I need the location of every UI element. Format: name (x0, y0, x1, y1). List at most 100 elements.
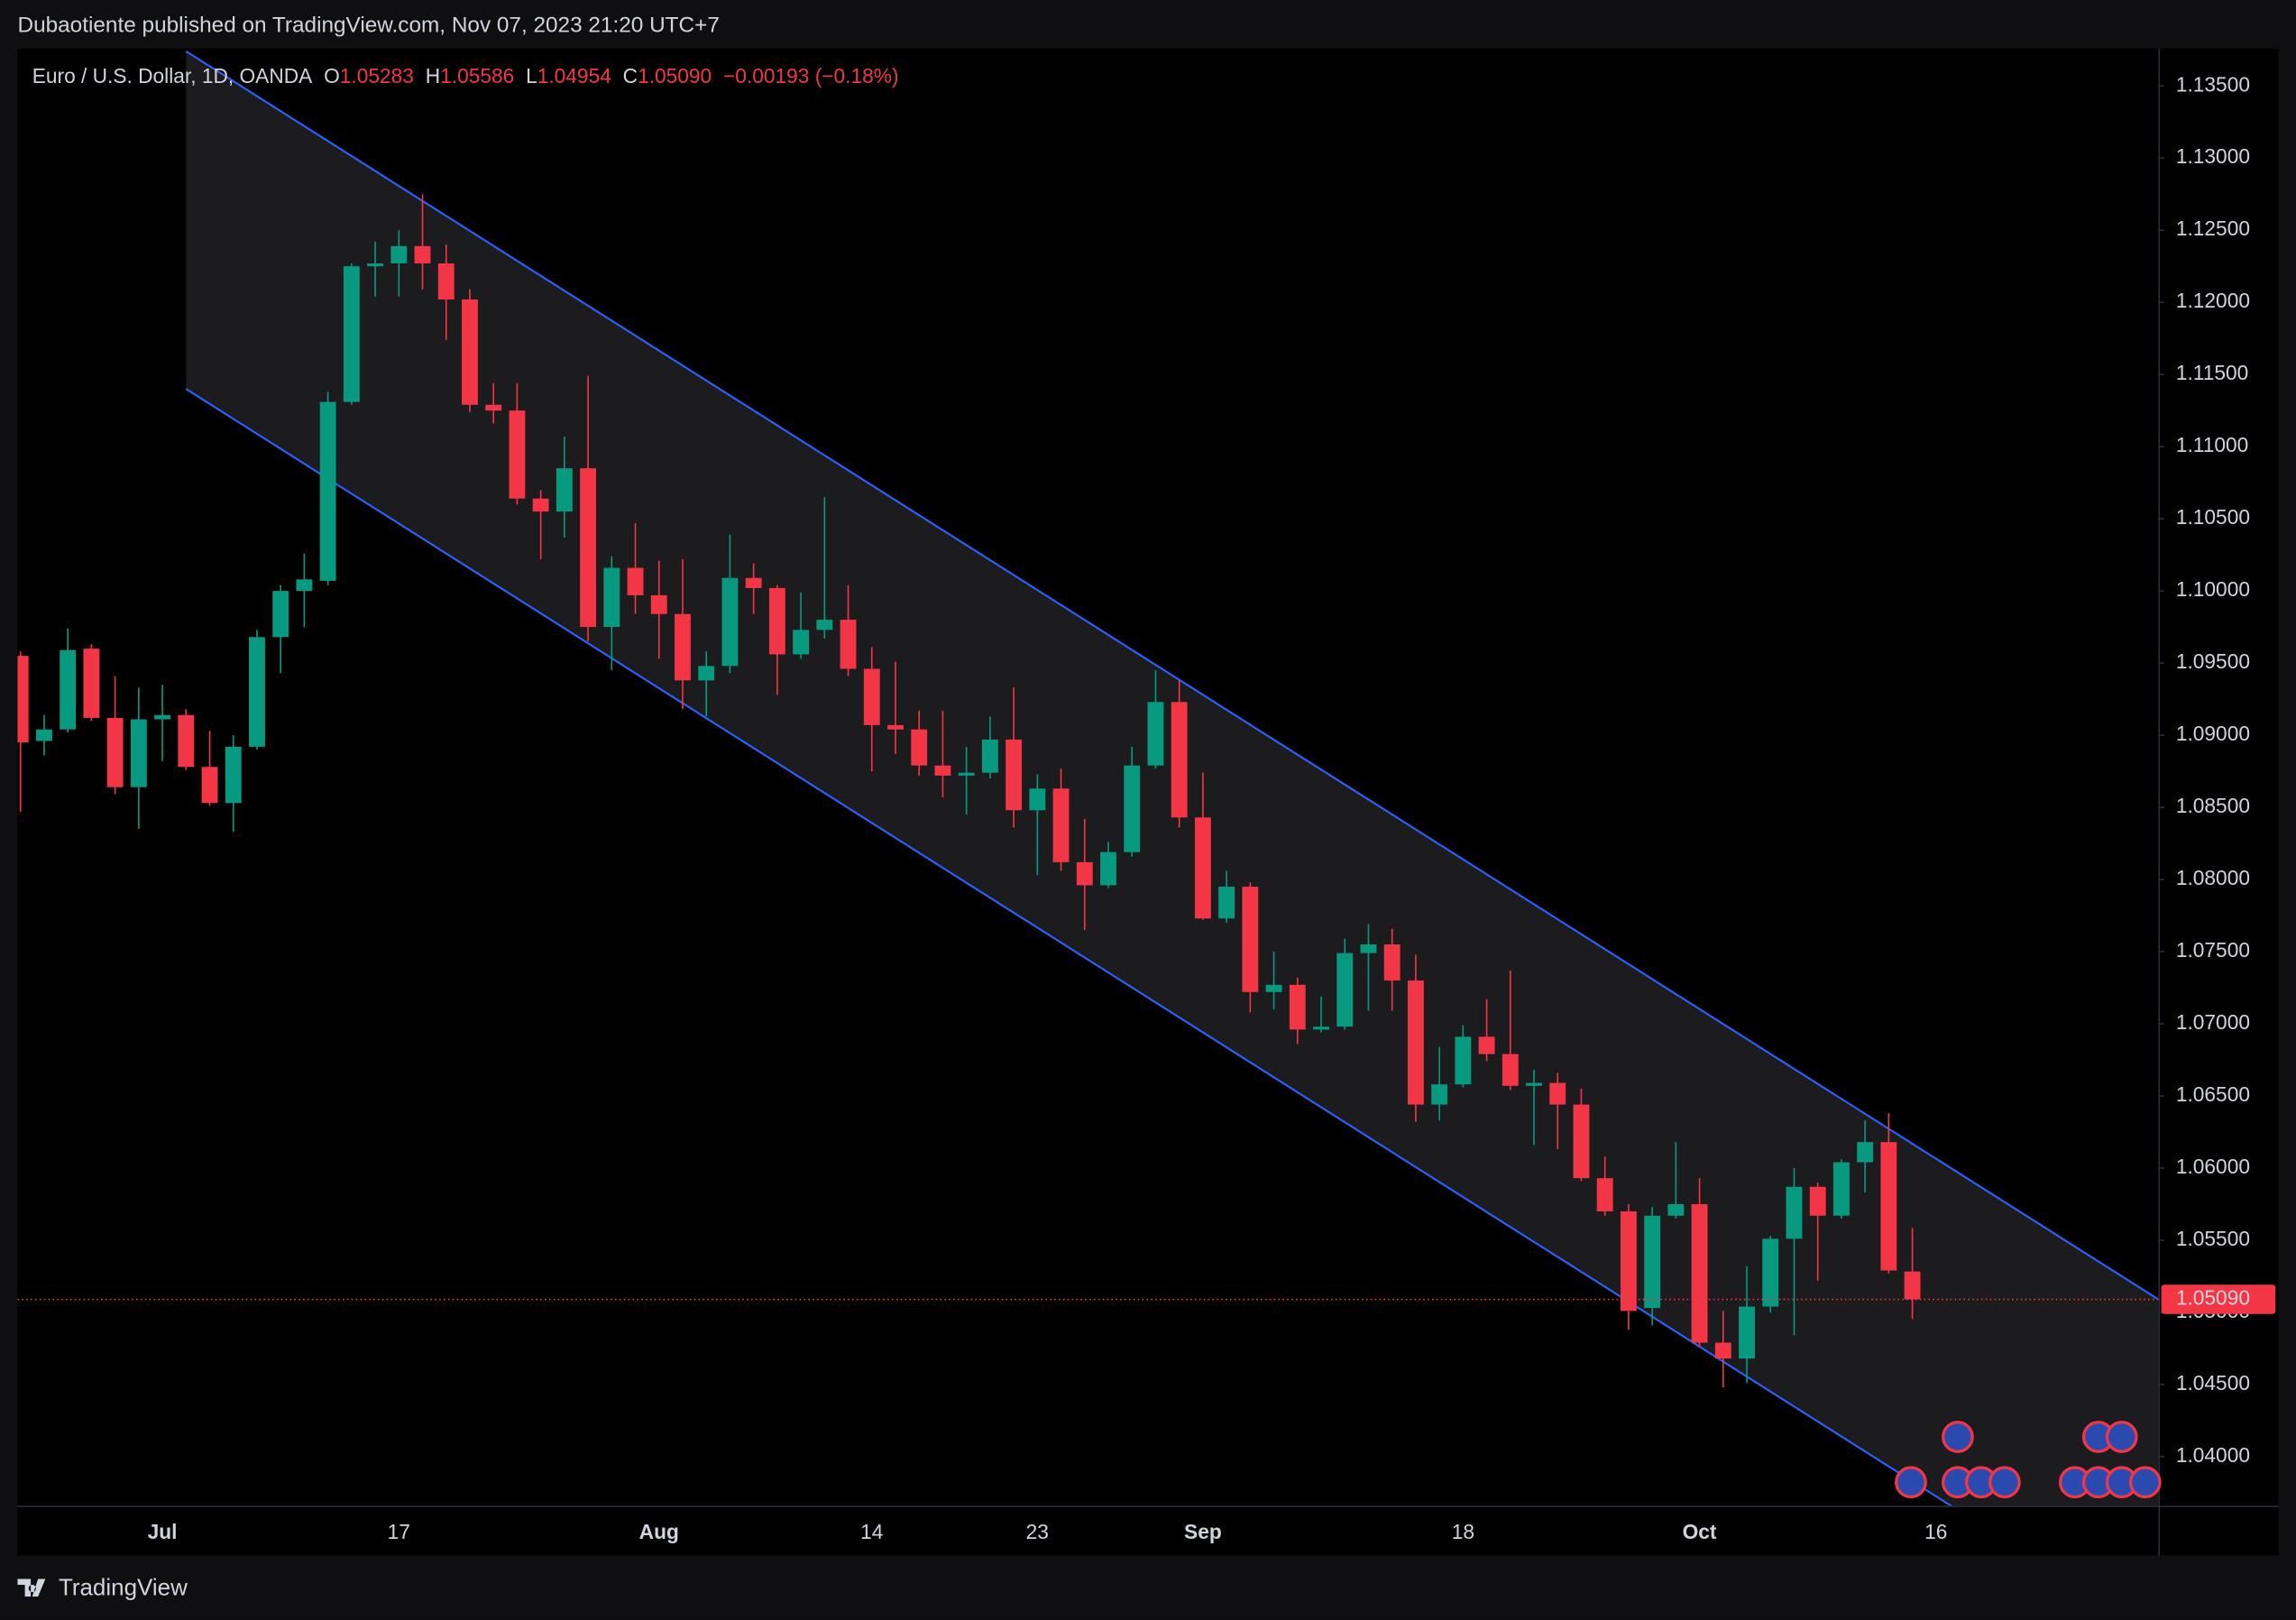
candle-body (60, 649, 77, 730)
candle-body (1407, 980, 1424, 1105)
candle-body (768, 587, 785, 655)
candle-body (816, 620, 833, 631)
candle-body (367, 263, 384, 267)
brand-name: TradingView (59, 1574, 188, 1601)
candle-body (272, 591, 289, 638)
legend-value: 1.05090 (638, 64, 712, 87)
candle-body (863, 668, 880, 725)
x-tick-label: 17 (388, 1520, 410, 1543)
candle-body (698, 666, 715, 681)
candle-body (1762, 1238, 1779, 1307)
legend: Euro / U.S. Dollar, 1D, OANDA O1.05283 H… (32, 64, 899, 87)
candle-body (249, 637, 265, 747)
candle-body (1147, 702, 1164, 766)
candle-body (225, 746, 242, 804)
candle-body (36, 729, 52, 741)
candle-body (462, 299, 478, 405)
legend-change: −0.00193 (−0.18%) (723, 64, 899, 87)
y-tick-label: 1.11500 (2176, 361, 2248, 384)
y-tick-label: 1.12500 (2176, 216, 2250, 240)
y-tick-label: 1.13500 (2176, 72, 2250, 96)
candle-body (721, 577, 739, 667)
candle-body (1691, 1203, 1708, 1343)
candle-body (1549, 1082, 1566, 1105)
candle-body (130, 719, 147, 787)
y-tick-label: 1.04500 (2176, 1371, 2250, 1394)
candle-body (485, 404, 502, 411)
y-tick-label: 1.12000 (2176, 289, 2250, 312)
candle-body (1478, 1036, 1495, 1054)
candle-body (1100, 851, 1116, 886)
axes: 1.13500 1.13000 1.12500 1.12000 1.11500 1.110… (148, 72, 2276, 1543)
candle-body (745, 577, 762, 588)
candle-body (675, 613, 691, 681)
plot-area (17, 50, 2159, 1506)
candle-body (1336, 953, 1354, 1027)
candle-body (934, 765, 951, 776)
x-tick-label: 14 (860, 1520, 883, 1543)
candle-body (1620, 1210, 1637, 1312)
candle-body (154, 714, 171, 720)
legend-value: 1.05283 (340, 64, 414, 87)
candle-body (603, 567, 620, 628)
candle-body (556, 468, 573, 512)
x-tick-label: Aug (639, 1520, 679, 1543)
channel-line (185, 50, 2159, 1301)
y-tick-label: 1.11000 (2176, 433, 2248, 456)
candle-body (981, 739, 998, 773)
legend-label: C (623, 64, 638, 87)
candle-body (840, 620, 857, 669)
y-tick-label: 1.07000 (2176, 1010, 2250, 1034)
y-tick-label: 1.06500 (2176, 1082, 2250, 1106)
y-tick-label: 1.13000 (2176, 144, 2250, 168)
legend-label: L (526, 64, 537, 87)
last-price-tag (2161, 1284, 2276, 1314)
candle-body (1832, 1162, 1850, 1216)
candle-body (1502, 1054, 1519, 1086)
candle-body (1218, 887, 1235, 919)
last-price-label: 1.05090 (2176, 1286, 2250, 1310)
candle-body (1052, 788, 1070, 862)
candle-body (1265, 984, 1282, 992)
candle-body (627, 567, 644, 595)
candle-body (1171, 702, 1188, 818)
candle-body (1786, 1186, 1803, 1239)
candle-body (1289, 984, 1306, 1030)
candle-body (1573, 1104, 1590, 1179)
x-tick-label: Oct (1683, 1520, 1717, 1543)
candle-body (1383, 944, 1401, 981)
y-tick-label: 1.08000 (2176, 866, 2250, 889)
candle-body (1242, 887, 1259, 992)
candle-body (414, 245, 431, 264)
legend-label: O (324, 64, 340, 87)
candle-body (201, 767, 218, 804)
symbol: Euro / U.S. Dollar, 1D, OANDA (32, 64, 313, 87)
candle-body (178, 714, 195, 768)
legend-label: H (426, 64, 440, 87)
candle-body (1809, 1186, 1826, 1216)
candle-body (1360, 944, 1377, 953)
candle-body (650, 594, 667, 614)
candle-body (887, 724, 904, 730)
candle-body (1455, 1036, 1472, 1085)
y-tick-label: 1.04000 (2176, 1443, 2250, 1467)
candle-body (1076, 861, 1093, 886)
candle-body (319, 401, 336, 581)
legend-value: 1.05586 (440, 64, 514, 87)
x-tick-label: 18 (1452, 1520, 1474, 1543)
candle-body (390, 245, 408, 264)
candle-body (83, 649, 100, 718)
candle-body (1526, 1082, 1542, 1086)
candle-body (1857, 1142, 1874, 1163)
x-tick-label: 16 (1924, 1520, 1947, 1543)
candle-body (532, 498, 549, 512)
x-tick-label: Jul (148, 1520, 178, 1543)
candle-body (1739, 1306, 1755, 1359)
y-tick-label: 1.09000 (2176, 722, 2250, 745)
publish-info: Dubaotiente published on TradingView.com… (17, 14, 719, 38)
event-icons (1895, 1421, 2162, 1499)
y-tick-label: 1.09500 (2176, 649, 2250, 673)
candle-body (580, 468, 597, 628)
x-tick-label: 23 (1026, 1520, 1049, 1543)
